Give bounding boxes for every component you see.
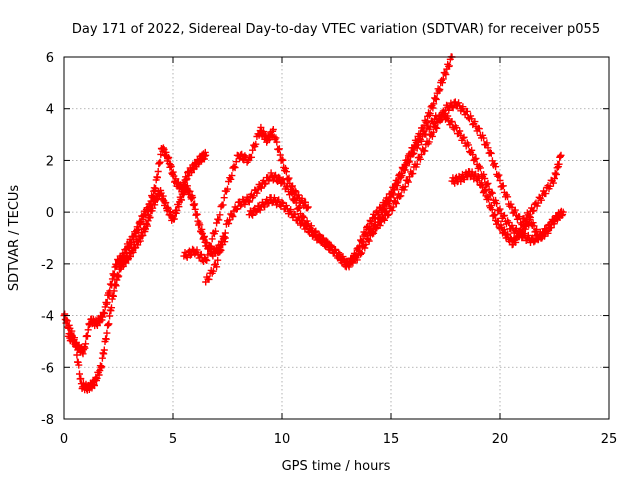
series-satellite-track-6 <box>365 98 565 237</box>
y-axis-label: SDTVAR / TECUs <box>7 185 22 292</box>
y-tick-label: -4 <box>41 310 54 325</box>
tick-labels: 0 5 10 15 20 25 -8 -6 -4 -2 0 2 4 6 <box>41 51 617 447</box>
x-tick-label: 10 <box>274 432 291 447</box>
series-satellite-track-7 <box>448 168 567 249</box>
axis-ticks <box>63 56 610 420</box>
series-satellite-track-3 <box>180 123 312 265</box>
y-tick-label: 6 <box>46 51 54 66</box>
point-markers <box>448 168 567 249</box>
x-tick-label: 5 <box>169 432 177 447</box>
y-tick-label: -6 <box>41 361 54 376</box>
y-tick-label: 2 <box>46 154 54 169</box>
y-tick-label: 4 <box>46 103 54 118</box>
point-markers <box>180 123 312 265</box>
y-tick-label: -2 <box>41 258 54 273</box>
x-tick-label: 20 <box>492 432 509 447</box>
x-tick-label: 25 <box>601 432 618 447</box>
y-tick-label: 0 <box>46 206 54 221</box>
y-tick-label: -8 <box>41 413 54 428</box>
data-points <box>60 53 567 394</box>
chart-title: Day 171 of 2022, Sidereal Day-to-day VTE… <box>72 22 600 37</box>
x-tick-label: 15 <box>383 432 400 447</box>
x-tick-label: 0 <box>60 432 68 447</box>
grid <box>64 57 609 419</box>
plot-frame <box>63 56 610 420</box>
point-markers <box>365 98 565 237</box>
x-axis-label: GPS time / hours <box>282 459 391 474</box>
